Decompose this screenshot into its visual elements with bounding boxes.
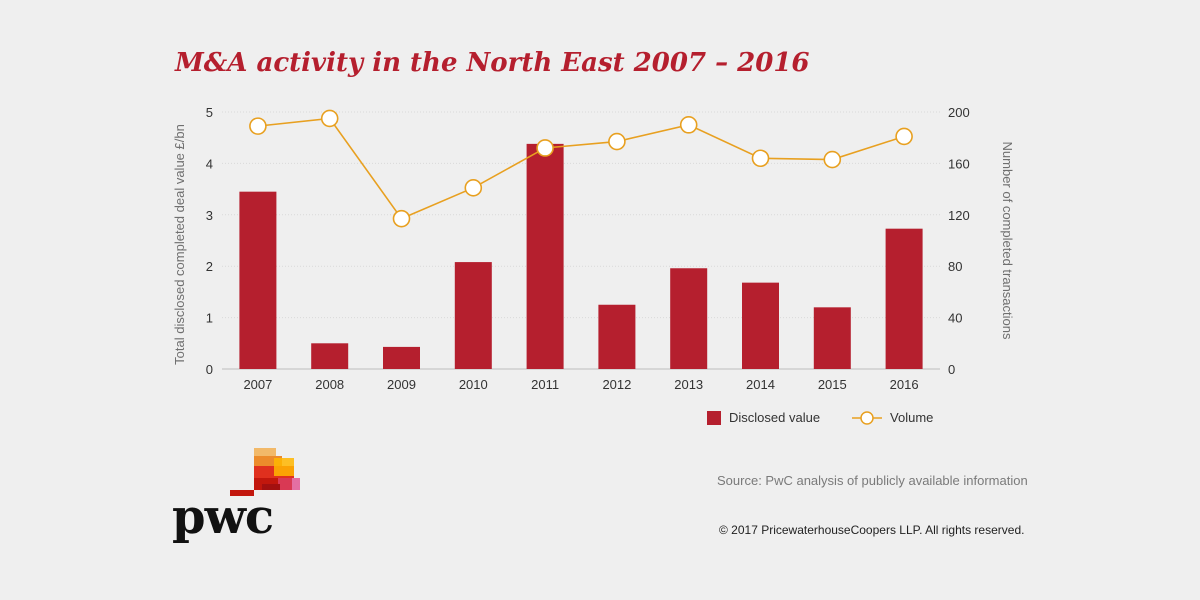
volume-point bbox=[536, 139, 554, 157]
volume-line bbox=[257, 117, 905, 220]
y-left-axis-title: Total disclosed completed deal value £/b… bbox=[172, 124, 187, 365]
volume-point bbox=[751, 149, 770, 168]
x-tick-label: 2008 bbox=[315, 377, 344, 392]
y-left-tick-label: 2 bbox=[206, 259, 213, 274]
x-tick-label: 2016 bbox=[890, 377, 919, 392]
pwc-logo-icon bbox=[230, 448, 300, 496]
y-right-axis-title: Number of completed transactions bbox=[1000, 142, 1015, 340]
source-note: Source: PwC analysis of publicly availab… bbox=[717, 473, 1028, 488]
chart-title: M&A activity in the North East 2007 – 20… bbox=[175, 48, 810, 78]
y-left-tick-label: 4 bbox=[206, 156, 213, 171]
y-right-tick-label: 40 bbox=[948, 311, 962, 326]
volume-point bbox=[895, 127, 913, 146]
bar bbox=[813, 307, 851, 369]
legend-item-bar: Disclosed value bbox=[707, 410, 820, 425]
y-left-tick-label: 0 bbox=[206, 362, 213, 377]
bar bbox=[239, 191, 277, 369]
y-left-tick-label: 3 bbox=[206, 208, 213, 223]
bar bbox=[454, 262, 492, 369]
y-right-tick-label: 200 bbox=[948, 105, 970, 120]
bar bbox=[526, 143, 564, 369]
legend: Disclosed value Volume bbox=[707, 410, 933, 425]
pwc-wordmark: pwc bbox=[172, 489, 274, 545]
legend-line-label: Volume bbox=[890, 410, 934, 425]
bar bbox=[670, 268, 708, 369]
x-tick-label: 2007 bbox=[243, 377, 272, 392]
volume-point bbox=[608, 132, 626, 151]
bar bbox=[742, 282, 779, 369]
x-tick-label: 2009 bbox=[387, 377, 416, 392]
y-right-tick-label: 80 bbox=[948, 259, 962, 274]
y-left-tick-label: 1 bbox=[206, 311, 213, 326]
copyright-note: © 2017 PricewaterhouseCoopers LLP. All r… bbox=[719, 523, 1025, 537]
y-left-tick-label: 5 bbox=[206, 105, 213, 120]
bar bbox=[598, 304, 636, 369]
volume-point bbox=[249, 117, 267, 135]
volume-point bbox=[679, 116, 698, 134]
volume-point bbox=[392, 209, 411, 228]
x-tick-label: 2010 bbox=[459, 377, 488, 392]
x-tick-label: 2012 bbox=[602, 377, 631, 392]
x-tick-label: 2011 bbox=[531, 377, 559, 392]
y-right-tick-label: 0 bbox=[948, 362, 955, 377]
y-right-tick-label: 120 bbox=[948, 208, 970, 223]
legend-line-swatch bbox=[852, 410, 883, 425]
bar bbox=[383, 346, 420, 369]
x-tick-label: 2015 bbox=[818, 377, 847, 392]
legend-bar-swatch bbox=[707, 410, 721, 425]
volume-point bbox=[823, 150, 842, 169]
y-right-tick-label: 160 bbox=[948, 156, 970, 171]
x-tick-label: 2013 bbox=[674, 377, 703, 392]
bar bbox=[885, 228, 923, 369]
volume-point bbox=[464, 179, 483, 197]
legend-bar-label: Disclosed value bbox=[729, 410, 821, 425]
bar bbox=[311, 343, 349, 369]
x-tick-label: 2014 bbox=[746, 377, 775, 392]
legend-item-line: Volume bbox=[820, 410, 933, 425]
volume-point bbox=[320, 109, 339, 128]
